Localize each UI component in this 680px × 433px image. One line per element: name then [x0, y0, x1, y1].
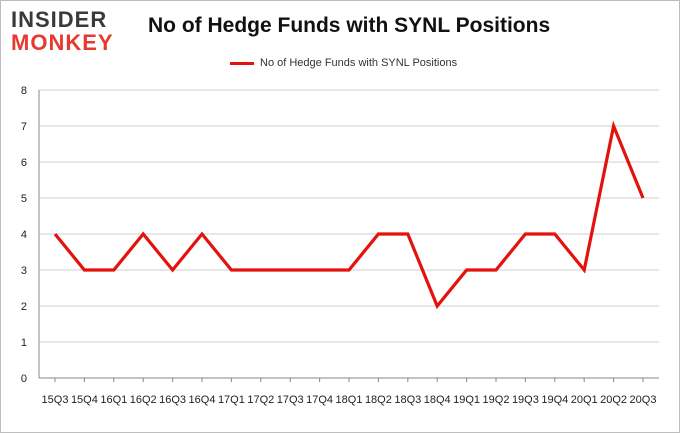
- x-tick-label: 15Q4: [71, 394, 98, 406]
- x-tick-label: 16Q1: [100, 394, 127, 406]
- x-tick-label: 19Q4: [541, 394, 568, 406]
- y-tick-label: 7: [21, 121, 27, 133]
- x-tick-label: 18Q2: [365, 394, 392, 406]
- x-tick-label: 20Q2: [600, 394, 627, 406]
- y-tick-labels: 0 1 2 3 4 5 6 7 8: [21, 85, 27, 385]
- x-tick-label: 16Q2: [130, 394, 157, 406]
- x-tick-label: 20Q3: [630, 394, 657, 406]
- chart-title: No of Hedge Funds with SYNL Positions: [148, 14, 551, 37]
- chart-legend: No of Hedge Funds with SYNL Positions: [230, 55, 457, 71]
- y-tick-label: 6: [21, 157, 27, 169]
- insider-monkey-logo: INSIDER MONKEY: [11, 9, 129, 55]
- x-tick-label: 18Q3: [394, 394, 421, 406]
- x-tick-label: 20Q1: [571, 394, 598, 406]
- x-tick-label: 17Q2: [247, 394, 274, 406]
- y-tick-label: 8: [21, 85, 27, 97]
- y-tick-label: 2: [21, 301, 27, 313]
- x-tick-label: 17Q4: [306, 394, 333, 406]
- x-tick-label: 18Q1: [336, 394, 363, 406]
- y-tick-label: 5: [21, 193, 27, 205]
- x-tick-label: 17Q1: [218, 394, 245, 406]
- x-tick-label: 19Q2: [483, 394, 510, 406]
- logo-line-insider: INSIDER: [11, 7, 108, 32]
- x-tick-label: 19Q3: [512, 394, 539, 406]
- grid-layer: [39, 89, 659, 379]
- x-tick-label: 16Q4: [189, 394, 216, 406]
- x-tick-label: 15Q3: [42, 394, 69, 406]
- logo-line-monkey: MONKEY: [11, 30, 114, 55]
- legend-swatch: [230, 61, 254, 65]
- legend-label: No of Hedge Funds with SYNL Positions: [260, 57, 458, 69]
- y-tick-label: 1: [21, 337, 27, 349]
- x-tick-label: 19Q1: [453, 394, 480, 406]
- x-tick-label: 18Q4: [424, 394, 451, 406]
- x-tick-labels: 15Q3 15Q4 16Q1 16Q2 16Q3 16Q4 17Q1 17Q2 17Q3 17Q4…: [42, 394, 657, 406]
- series-layer: [53, 120, 645, 310]
- x-tick-label: 16Q3: [159, 394, 186, 406]
- series-line-0: [53, 120, 645, 310]
- x-tick-label: 17Q3: [277, 394, 304, 406]
- y-tick-label: 0: [21, 373, 27, 385]
- y-tick-label: 4: [21, 229, 27, 241]
- axis-layer: [38, 90, 659, 382]
- y-tick-label: 3: [21, 265, 27, 277]
